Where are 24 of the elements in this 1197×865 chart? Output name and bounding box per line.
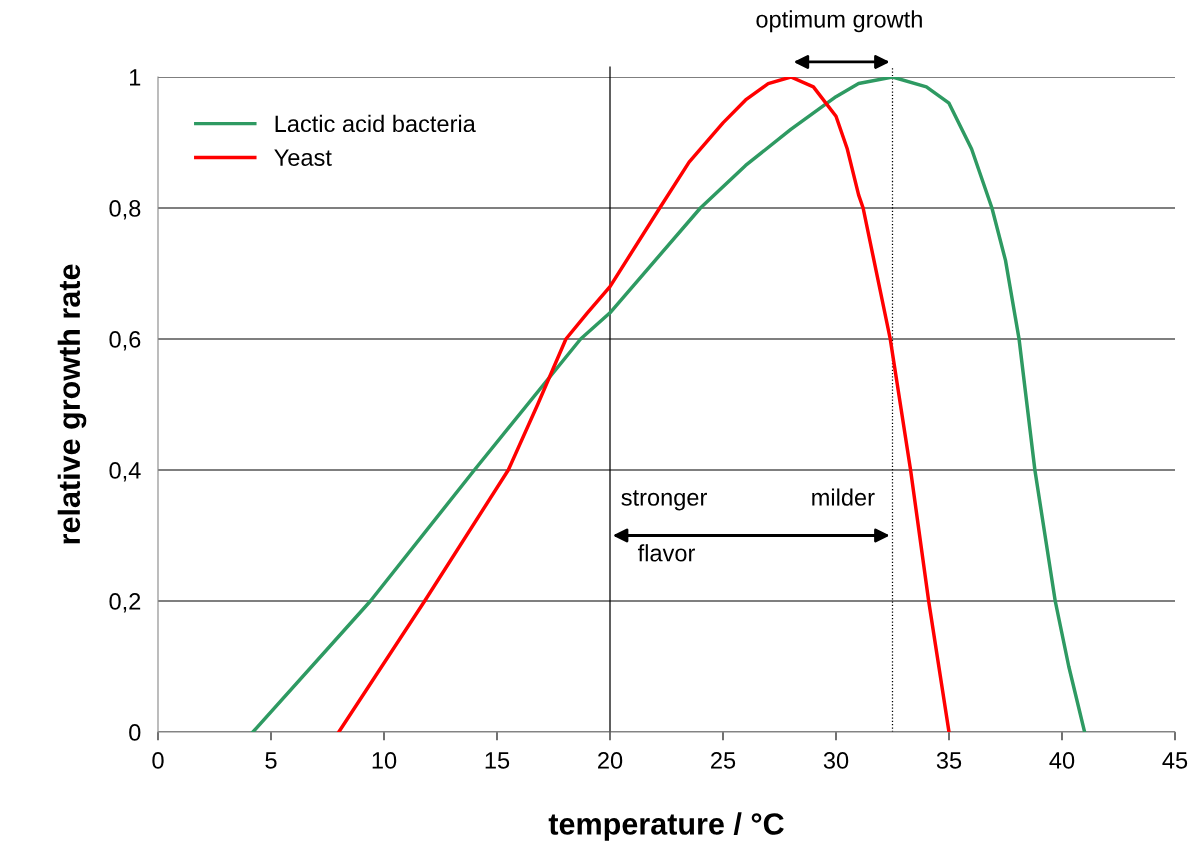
annotation: flavor <box>637 544 695 562</box>
y-tick-label: 0,4 <box>109 462 141 482</box>
x-axis-title: temperature / °C <box>548 812 784 841</box>
x-tick-label: 5 <box>265 752 277 769</box>
y-axis-title: relative growth rate <box>57 264 87 544</box>
y-tick-label: 0,6 <box>109 331 141 351</box>
legend-label: Yeast <box>274 149 332 166</box>
x-tick-label: 0 <box>152 752 164 769</box>
x-tick-label: 15 <box>485 752 510 769</box>
x-tick-label: 35 <box>936 752 962 769</box>
y-tick-label: 0,8 <box>109 200 141 220</box>
x-tick-label: 45 <box>1162 752 1188 769</box>
annotation: milder <box>812 488 875 506</box>
annotation: stronger <box>621 490 707 511</box>
y-tick-label: 0,2 <box>109 593 141 613</box>
text: optimum growth <box>756 10 922 33</box>
legend-label: Lactic acid bacteria <box>275 114 476 133</box>
x-tick-label: 40 <box>1049 752 1075 769</box>
x-tick-label: 25 <box>711 752 736 769</box>
x-tick-label: 30 <box>823 752 849 769</box>
x-tick-label: 10 <box>372 752 397 769</box>
y-tick-label: 1 <box>130 69 141 86</box>
x-tick-label: 20 <box>598 752 623 769</box>
y-tick-label: 0 <box>129 724 141 741</box>
